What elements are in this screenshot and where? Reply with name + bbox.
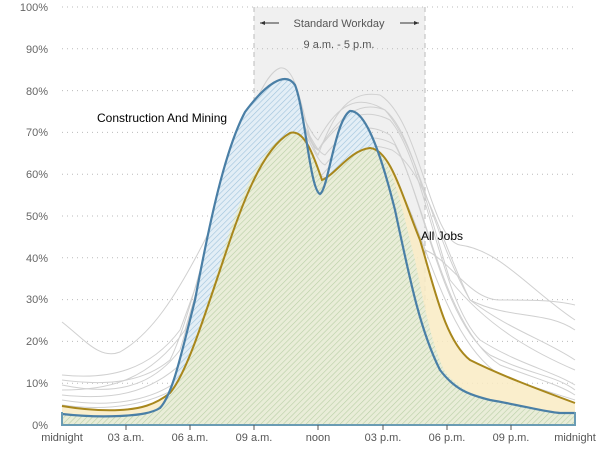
construction-line (61, 78, 575, 418)
y-tick-label: 10% (26, 378, 48, 390)
x-axis (125, 425, 512, 430)
x-tick-label: 06 p.m. (429, 432, 466, 444)
x-tick-label: 03 p.m. (365, 432, 402, 444)
x-tick-label: 06 a.m. (172, 432, 209, 444)
x-tick-label: midnight (554, 432, 596, 444)
arrow-right-icon (414, 21, 419, 25)
y-tick-label: 0% (32, 420, 48, 432)
x-axis-labels: midnight 03 a.m. 06 a.m. 09 a.m. noon 03… (41, 432, 596, 444)
y-tick-label: 30% (26, 294, 48, 306)
y-tick-label: 60% (26, 169, 48, 181)
y-tick-label: 50% (26, 211, 48, 223)
x-tick-label: midnight (41, 432, 83, 444)
x-tick-label: 03 a.m. (108, 432, 145, 444)
all-jobs-label: All Jobs (421, 229, 463, 243)
y-tick-label: 70% (26, 127, 48, 139)
y-axis: 0% 10% 20% 30% 40% 50% 60% 70% 80% 90% 1… (20, 2, 48, 432)
grid (62, 6, 575, 384)
x-tick-label: 09 a.m. (236, 432, 273, 444)
y-tick-label: 100% (20, 2, 48, 14)
y-tick-label: 90% (26, 44, 48, 56)
arrow-left-icon (260, 21, 265, 25)
construction-label: Construction And Mining (97, 111, 227, 125)
all-jobs-line (61, 131, 576, 412)
y-tick-label: 80% (26, 86, 48, 98)
x-tick-label: 09 p.m. (493, 432, 530, 444)
y-tick-label: 40% (26, 253, 48, 265)
x-tick-label: noon (306, 432, 330, 444)
workday-hours: 9 a.m. - 5 p.m. (304, 39, 375, 51)
workday-title: Standard Workday (294, 18, 385, 30)
y-tick-label: 20% (26, 336, 48, 348)
